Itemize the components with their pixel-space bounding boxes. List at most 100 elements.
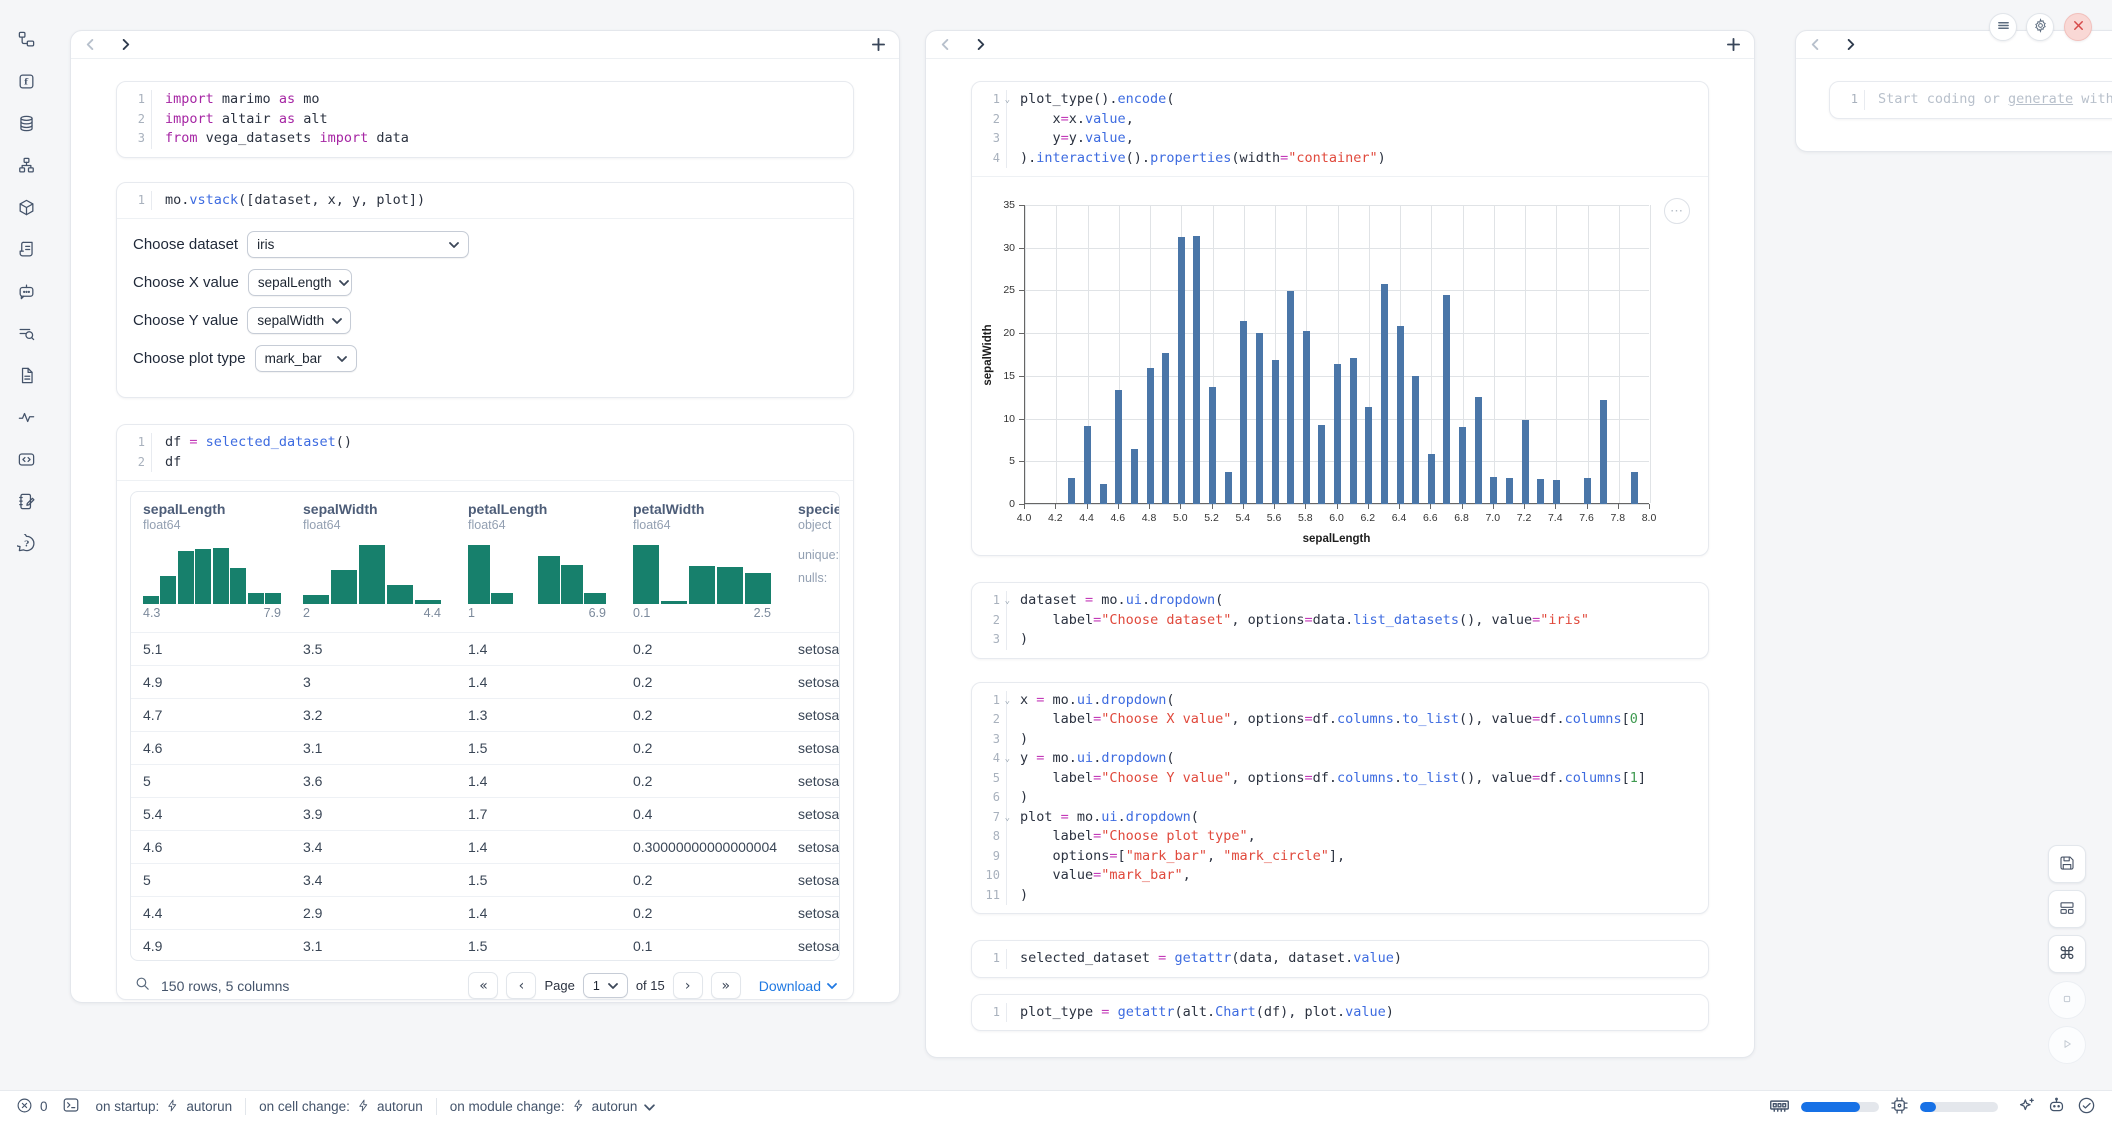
dropdown-select[interactable]: sepalWidth [247,307,351,334]
sidebar-item-packages[interactable] [13,196,39,222]
search-icon[interactable] [134,975,151,997]
cell-selected-dataset[interactable]: 1selected_dataset = getattr(data, datase… [971,940,1709,978]
table-row[interactable]: 4.73.21.30.2setosa [131,698,839,731]
table-row[interactable]: 4.63.41.40.30000000000000004setosa [131,830,839,863]
setting-value: autorun [186,1099,232,1114]
axis-tick [1399,504,1400,509]
cell-empty-new[interactable]: 1 Start coding or generate with AI. [1829,81,2112,119]
table-column-header[interactable]: speciesobjectunique:nulls: [786,492,840,632]
fold-chevron-icon[interactable]: ⌄ [1005,692,1010,712]
sidebar-item-help[interactable]: ? [13,532,39,558]
prev-page-button[interactable]: ‹ [506,972,536,999]
chart-actions-button[interactable]: ⋯ [1664,198,1690,224]
code-line: 11) [972,886,1708,906]
download-button[interactable]: Download [759,978,837,994]
code-editor[interactable]: 1⌄dataset = mo.ui.dropdown(2 label="Choo… [972,583,1708,658]
ai-sparkles-icon[interactable] [2017,1096,2036,1118]
menu-button[interactable] [1989,13,2017,41]
on-startup-setting[interactable]: on startup: autorun [96,1099,233,1115]
stop-button[interactable] [2048,981,2086,1019]
save-button[interactable] [2048,845,2086,883]
fold-chevron-icon[interactable]: ⌄ [1005,750,1010,770]
sidebar-item-logs[interactable] [13,238,39,264]
cell-dataset-dropdown[interactable]: 1⌄dataset = mo.ui.dropdown(2 label="Choo… [971,582,1709,659]
table-row[interactable]: 4.931.40.2setosa [131,665,839,698]
table-cell: 2.9 [291,905,456,921]
hist-bar [195,549,211,604]
setting-value: autorun [377,1099,423,1114]
code-editor[interactable]: 1import marimo as mo2import altair as al… [117,82,853,157]
table-column-header[interactable]: petalWidthfloat640.12.5 [621,492,786,632]
on-cell-change-setting[interactable]: on cell change: autorun [259,1099,423,1115]
code-editor[interactable]: 1plot_type = getattr(alt.Chart(df), plot… [972,995,1708,1031]
chevron-left-icon[interactable] [85,39,96,50]
fold-chevron-icon[interactable]: ⌄ [1005,809,1010,829]
code-editor[interactable]: 1⌄plot_type().encode(2 x=x.value,3 y=y.v… [972,82,1708,176]
chevron-left-icon[interactable] [1810,39,1821,50]
code-editor[interactable]: 1⌄x = mo.ui.dropdown(2 label="Choose X v… [972,683,1708,914]
dropdown-select[interactable]: mark_bar [255,345,357,372]
connection-ok-icon[interactable] [2077,1096,2096,1118]
cell-xy-plot-dropdowns[interactable]: 1⌄x = mo.ui.dropdown(2 label="Choose X v… [971,682,1709,915]
fold-chevron-icon[interactable]: ⌄ [1005,592,1010,612]
table-row[interactable]: 4.93.11.50.1setosa [131,929,839,961]
code-text: import marimo as mo [151,90,319,110]
cell-vstack[interactable]: 1mo.vstack([dataset, x, y, plot]) Choose… [116,182,854,399]
sidebar-item-dependency-graph[interactable] [13,154,39,180]
chevron-left-icon[interactable] [940,39,951,50]
sidebar-item-documentation[interactable] [13,364,39,390]
code-editor[interactable]: 1df = selected_dataset()2df [117,425,853,480]
code-editor[interactable]: 1mo.vstack([dataset, x, y, plot]) [117,183,853,219]
code-editor[interactable]: 1selected_dataset = getattr(data, datase… [972,941,1708,977]
sidebar-item-snippets[interactable] [13,448,39,474]
sidebar-item-scratchpad[interactable] [13,490,39,516]
code-line: 5 label="Choose Y value", options=df.col… [972,769,1708,789]
errors-indicator[interactable]: 0 [16,1097,48,1117]
table-row[interactable]: 4.63.11.50.2setosa [131,731,839,764]
column-histogram [143,542,281,604]
page-select[interactable]: 1 [583,973,628,998]
table-column-header[interactable]: petalLengthfloat6416.9 [456,492,621,632]
assistant-bot-icon[interactable] [2047,1096,2066,1118]
sidebar-item-profiler[interactable] [13,406,39,432]
next-page-button[interactable]: › [673,972,703,999]
cell-dataframe[interactable]: 1df = selected_dataset()2df sepalLengthf… [116,424,854,1000]
hist-bar [213,548,229,604]
cell-plot[interactable]: 1⌄plot_type().encode(2 x=x.value,3 y=y.v… [971,81,1709,556]
terminal-button[interactable] [62,1096,80,1117]
run-button[interactable] [2048,1026,2086,1064]
table-row[interactable]: 4.42.91.40.2setosa [131,896,839,929]
settings-button[interactable] [2026,13,2054,41]
table-column-header[interactable]: sepalLengthfloat644.37.9 [131,492,291,632]
cell-imports[interactable]: 1import marimo as mo2import altair as al… [116,81,854,158]
table-cell: 5.4 [131,806,291,822]
sidebar-item-tracebacks[interactable] [13,322,39,348]
shutdown-button[interactable] [2064,13,2092,41]
fold-chevron-icon[interactable]: ⌄ [1005,91,1010,111]
sidebar-item-chat-assistant[interactable] [13,280,39,306]
dropdown-select[interactable]: sepalLength [248,269,352,296]
add-cell-icon[interactable] [1727,38,1740,51]
table-row[interactable]: 53.61.40.2setosa [131,764,839,797]
last-page-button[interactable]: » [711,972,741,999]
table-column-header[interactable]: sepalWidthfloat6424.4 [291,492,456,632]
dropdown-select[interactable]: iris [247,231,469,258]
chevron-right-icon[interactable] [120,39,131,50]
sidebar-item-datasources[interactable] [13,112,39,138]
chevron-right-icon[interactable] [975,39,986,50]
sidebar-item-functions[interactable]: f [13,70,39,96]
table-row[interactable]: 5.13.51.40.2setosa [131,632,839,665]
chevron-right-icon[interactable] [1845,39,1856,50]
table-row[interactable]: 5.43.91.70.4setosa [131,797,839,830]
range-min: 4.3 [143,606,160,620]
code-editor[interactable]: 1 Start coding or generate with AI. [1830,82,2112,118]
cell-plot-type[interactable]: 1plot_type = getattr(alt.Chart(df), plot… [971,994,1709,1032]
on-module-change-setting[interactable]: on module change: autorun [450,1099,656,1115]
layout-button[interactable] [2048,890,2086,928]
table-row[interactable]: 53.41.50.2setosa [131,863,839,896]
first-page-button[interactable]: « [468,972,498,999]
sidebar-item-file-explorer[interactable] [13,28,39,54]
generate-link[interactable]: generate [2008,91,2073,107]
add-cell-icon[interactable] [872,38,885,51]
keyboard-shortcuts-button[interactable]: ⌘ [2048,935,2086,973]
